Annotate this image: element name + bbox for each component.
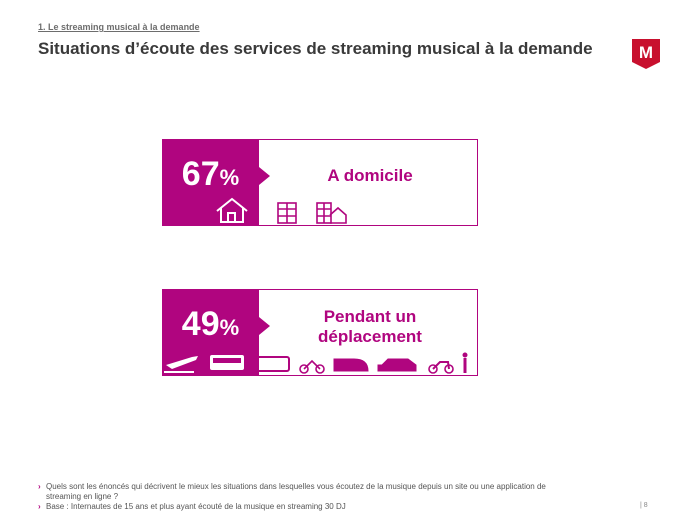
stat-card: 49% Pendant un déplacement xyxy=(162,289,478,376)
footnote: Base : Internautes de 15 ans et plus aya… xyxy=(38,502,568,512)
stat-label: Pendant un déplacement xyxy=(318,307,422,346)
card-shape xyxy=(162,289,478,376)
stat-unit: % xyxy=(219,315,240,340)
stat-label: A domicile xyxy=(327,166,413,185)
stat-number: 49 xyxy=(181,305,220,343)
footnotes: Quels sont les énoncés qui décrivent le … xyxy=(38,482,568,512)
footnote: Quels sont les énoncés qui décrivent le … xyxy=(38,482,568,502)
page-number: | 8 xyxy=(640,502,648,509)
stat-number: 67 xyxy=(181,155,220,193)
stat-unit: % xyxy=(219,165,240,190)
stat-value: 67% xyxy=(162,155,259,194)
stat-value: 49% xyxy=(162,305,259,344)
logo: M xyxy=(632,39,660,69)
section-link: 1. Le streaming musical à la demande xyxy=(38,22,200,32)
page-number-text: 8 xyxy=(643,502,648,509)
slide-title: Situations d’écoute des services de stre… xyxy=(38,39,593,58)
card-shape xyxy=(162,139,478,226)
logo-text: M xyxy=(639,43,653,62)
stat-card: 67% A domicile xyxy=(162,139,478,226)
